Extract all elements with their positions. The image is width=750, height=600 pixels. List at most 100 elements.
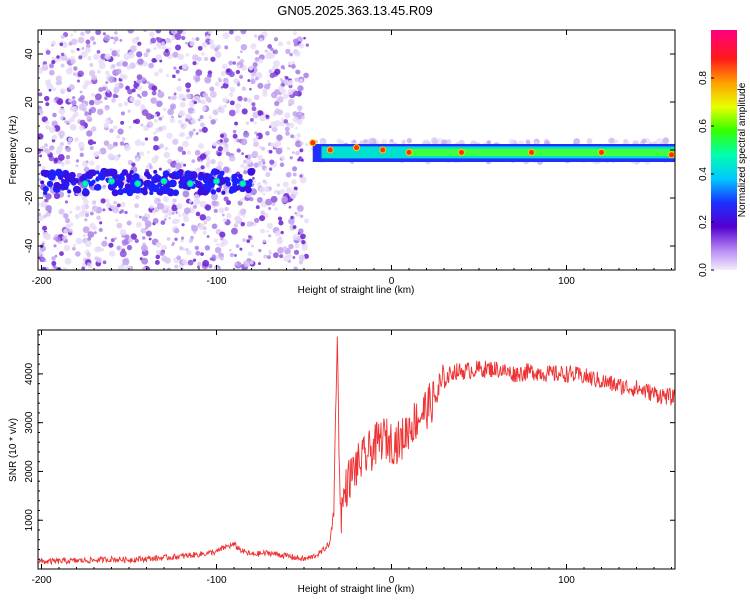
noise-cell <box>623 138 628 144</box>
noise-cell <box>277 247 284 254</box>
noise-cell <box>200 122 205 128</box>
noise-cell <box>120 201 126 208</box>
noise-cell <box>197 45 203 51</box>
noise-cell <box>192 204 198 209</box>
noise-cell <box>174 162 182 170</box>
noise-cell <box>75 159 80 163</box>
noise-cell <box>423 139 429 145</box>
noise-cell <box>55 75 62 82</box>
noise-cell <box>224 45 229 50</box>
noise-cell <box>62 117 66 121</box>
noise-cell <box>149 204 154 209</box>
noise-cell <box>234 215 241 223</box>
noise-cell <box>430 137 438 145</box>
ridge-point <box>160 177 168 185</box>
noise-cell <box>119 141 125 146</box>
noise-cell <box>53 158 58 163</box>
noise-cell <box>131 88 136 93</box>
noise-cell <box>159 143 165 149</box>
noise-cell <box>71 100 77 106</box>
noise-cell <box>133 80 137 84</box>
noise-cell <box>194 76 201 82</box>
noise-cell <box>113 86 120 93</box>
noise-cell <box>212 44 216 49</box>
noise-cell <box>164 218 167 221</box>
noise-cell <box>274 207 278 211</box>
noise-cell <box>94 93 102 101</box>
noise-cell <box>41 242 45 246</box>
noise-cell <box>641 138 647 144</box>
noise-cell <box>38 163 42 167</box>
noise-cell <box>167 96 172 100</box>
noise-cell <box>99 221 103 225</box>
noise-cell <box>142 236 146 240</box>
noise-cell <box>249 260 254 265</box>
noise-cell <box>68 84 75 90</box>
signal-band-left <box>121 169 129 176</box>
noise-cell <box>89 160 95 166</box>
noise-cell <box>79 119 86 126</box>
noise-cell <box>255 135 259 139</box>
noise-cell <box>134 139 142 146</box>
noise-cell <box>228 92 234 97</box>
noise-cell <box>75 251 81 257</box>
noise-cell <box>240 30 247 35</box>
noise-cell <box>84 218 88 222</box>
noise-cell <box>295 150 300 156</box>
signal-band-left <box>67 174 73 180</box>
signal-band-left <box>198 171 204 178</box>
noise-cell <box>85 47 91 54</box>
noise-cell <box>48 126 56 133</box>
signal-band-left <box>231 178 237 183</box>
noise-cell <box>118 102 123 108</box>
noise-cell <box>44 198 48 203</box>
noise-cell <box>142 61 148 67</box>
colorbar-tick-label: 0.0 <box>698 263 709 277</box>
noise-cell <box>72 30 78 33</box>
noise-cell <box>88 69 96 77</box>
noise-cell <box>81 266 85 270</box>
noise-cell <box>135 221 142 228</box>
noise-cell <box>266 149 270 153</box>
noise-cell <box>172 218 178 225</box>
noise-cell <box>265 198 273 206</box>
noise-cell <box>75 205 81 211</box>
noise-cell <box>222 82 229 89</box>
noise-cell <box>190 235 194 240</box>
noise-cell <box>273 144 278 149</box>
noise-cell <box>220 70 226 77</box>
noise-cell <box>175 69 180 74</box>
noise-cell <box>195 132 199 136</box>
signal-band-left <box>111 189 119 197</box>
noise-cell <box>278 220 284 226</box>
noise-cell <box>298 228 304 234</box>
noise-cell <box>117 128 124 135</box>
noise-cell <box>219 231 226 238</box>
noise-cell <box>141 257 149 265</box>
noise-cell <box>71 38 78 45</box>
noise-cell <box>61 41 68 49</box>
noise-cell <box>144 226 149 230</box>
noise-cell <box>120 111 125 116</box>
noise-cell <box>214 246 222 254</box>
noise-cell <box>228 248 232 252</box>
noise-cell <box>270 91 278 99</box>
noise-cell <box>191 225 199 233</box>
noise-cell <box>113 41 116 45</box>
noise-cell <box>82 226 90 234</box>
noise-cell <box>197 261 202 266</box>
signal-band-left <box>40 180 45 185</box>
noise-cell <box>263 186 270 193</box>
noise-cell <box>51 56 56 61</box>
noise-cell <box>70 49 75 54</box>
noise-cell <box>268 249 272 253</box>
noise-cell <box>77 36 85 44</box>
signal-band-left <box>177 168 184 175</box>
noise-cell <box>45 102 50 107</box>
noise-cell <box>293 266 298 270</box>
noise-cell <box>381 138 388 145</box>
noise-cell <box>136 74 143 80</box>
x-tick-label: 100 <box>558 276 575 287</box>
noise-cell <box>615 139 619 144</box>
noise-cell <box>93 231 97 235</box>
